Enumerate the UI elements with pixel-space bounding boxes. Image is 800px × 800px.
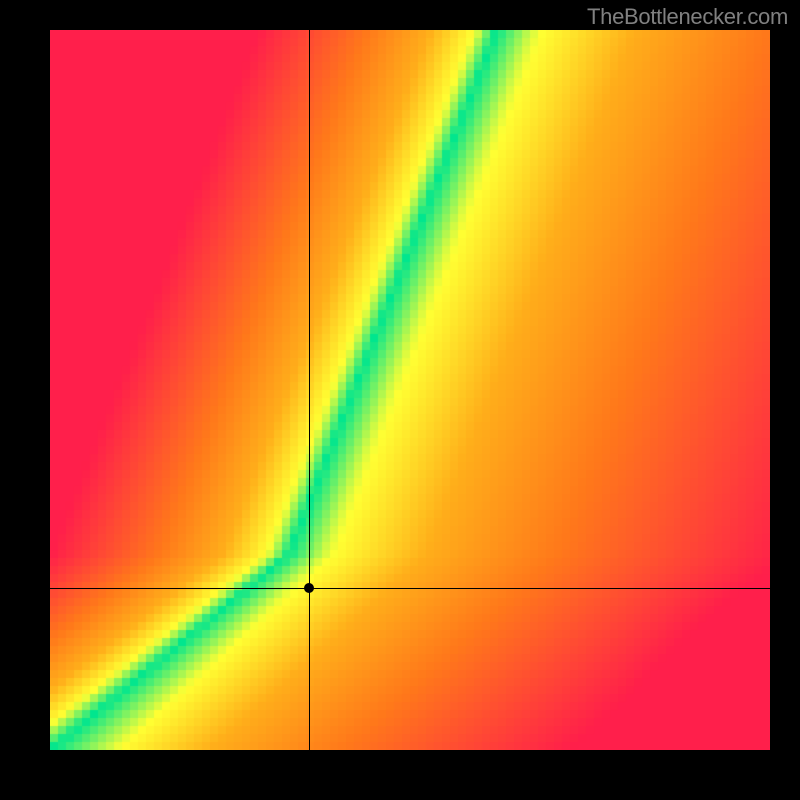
crosshair-horizontal	[50, 588, 770, 589]
crosshair-marker	[304, 583, 314, 593]
watermark-text: TheBottlenecker.com	[587, 4, 788, 30]
heatmap-plot	[50, 30, 770, 750]
heatmap-canvas	[50, 30, 770, 750]
crosshair-vertical	[309, 30, 310, 750]
